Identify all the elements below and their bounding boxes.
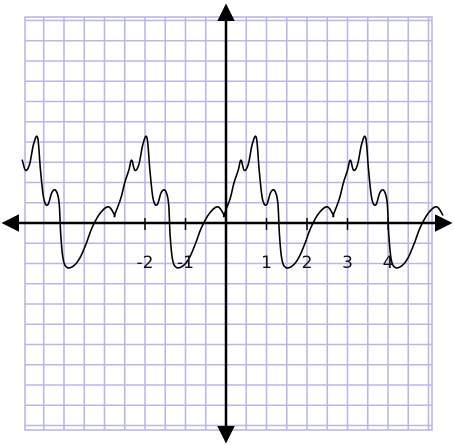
plot-area: [21, 135, 444, 269]
series-line: [21, 135, 444, 269]
x-tick-label: 1: [261, 253, 272, 273]
tick-labels: -2 -1 1 2 3 4: [137, 253, 394, 273]
x-tick-label: 4: [383, 253, 394, 273]
x-tick-label: -1: [177, 253, 194, 273]
x-tick-label: 2: [302, 253, 313, 273]
axes: [1, 3, 453, 444]
x-tick-label: 3: [342, 253, 353, 273]
x-tick-label: -2: [137, 253, 154, 273]
